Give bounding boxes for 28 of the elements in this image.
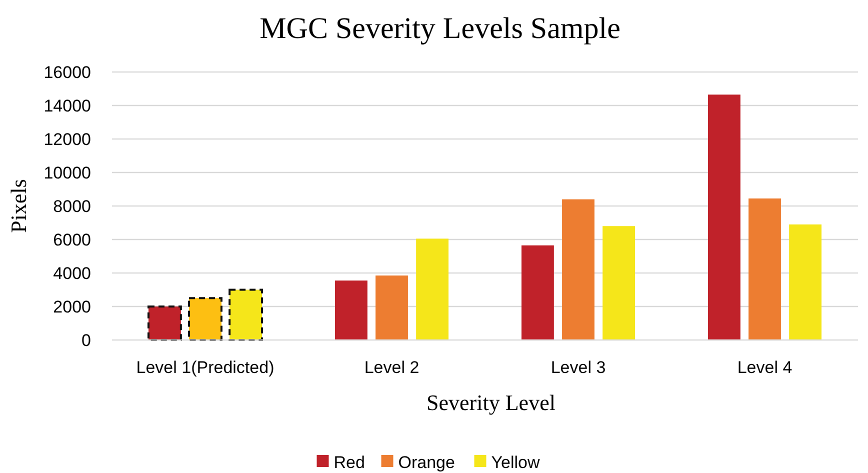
bar <box>789 224 822 340</box>
bar <box>376 276 408 340</box>
legend-label: Red <box>334 452 365 472</box>
bar <box>416 238 449 340</box>
y-tick-label: 0 <box>82 330 91 350</box>
y-axis-title: Pixels <box>6 179 31 233</box>
y-tick-label: 6000 <box>53 230 91 250</box>
x-tick-label: Level 2 <box>364 358 420 377</box>
y-tick-label: 4000 <box>53 264 91 283</box>
bar <box>708 94 740 340</box>
y-tick-label: 12000 <box>44 130 91 149</box>
bar <box>521 245 554 340</box>
bar <box>602 226 636 340</box>
legend-label: Yellow <box>491 452 540 472</box>
bar <box>562 199 594 340</box>
y-tick-label: 8000 <box>53 196 91 216</box>
y-tick-label: 2000 <box>53 297 91 316</box>
chart-title: MGC Severity Levels Sample <box>260 12 620 45</box>
x-tick-label: Level 4 <box>737 358 792 377</box>
bar <box>748 198 781 340</box>
bar <box>334 280 368 340</box>
y-tick-label: 14000 <box>44 96 91 116</box>
x-tick-label: Level 1(Predicted) <box>136 358 274 377</box>
legend-label: Orange <box>398 452 455 472</box>
x-axis-title: Severity Level <box>426 390 556 415</box>
y-tick-label: 16000 <box>44 62 91 82</box>
x-tick-label: Level 3 <box>550 358 606 377</box>
y-tick-label: 10000 <box>44 163 91 182</box>
